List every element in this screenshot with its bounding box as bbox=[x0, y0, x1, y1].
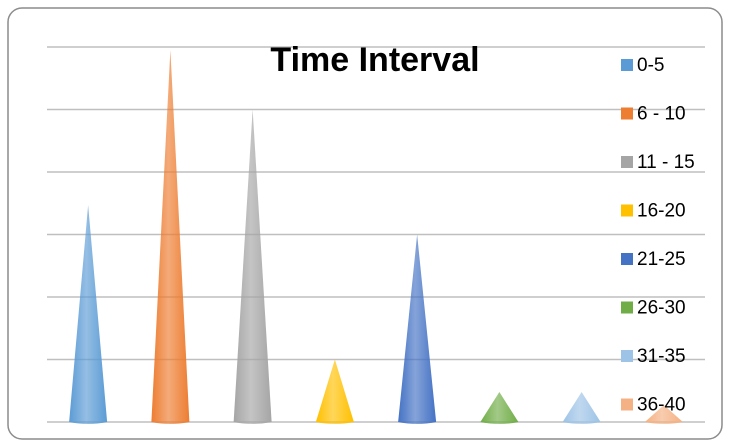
cone bbox=[562, 392, 601, 424]
chart-title: Time Interval bbox=[270, 41, 479, 79]
legend-label: 21-25 bbox=[637, 249, 686, 270]
legend-label: 6 - 10 bbox=[637, 104, 686, 125]
legend-swatch bbox=[621, 350, 633, 362]
legend-swatch bbox=[621, 301, 633, 314]
legend-swatch bbox=[621, 204, 633, 217]
legend-swatch bbox=[621, 253, 633, 265]
legend-swatch bbox=[621, 398, 633, 411]
cone bbox=[151, 50, 190, 424]
legend-label: 36-40 bbox=[637, 395, 686, 416]
cone bbox=[398, 234, 437, 424]
legend-label: 26-30 bbox=[637, 298, 686, 319]
legend-label: 31-35 bbox=[637, 346, 686, 367]
chart-border bbox=[7, 7, 723, 440]
cone bbox=[69, 205, 108, 424]
legend-swatch bbox=[621, 107, 633, 120]
cone bbox=[315, 359, 354, 424]
legend-label: 16-20 bbox=[637, 201, 686, 222]
cone bbox=[644, 405, 683, 424]
cone bbox=[233, 109, 272, 424]
legend-swatch bbox=[621, 59, 633, 71]
legend-label: 0-5 bbox=[637, 55, 664, 76]
legend-swatch bbox=[621, 156, 633, 168]
cone bbox=[480, 392, 519, 424]
legend-label: 11 - 15 bbox=[637, 152, 695, 173]
